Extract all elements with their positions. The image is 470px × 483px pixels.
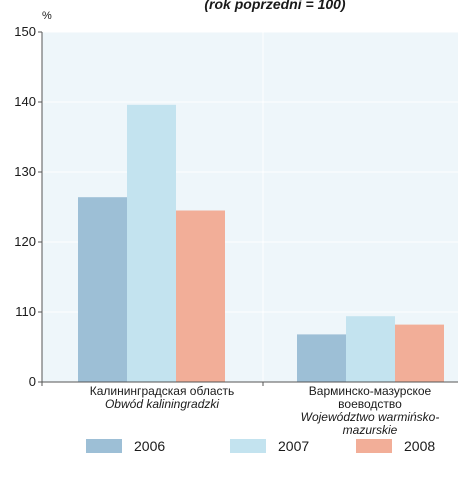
bars	[78, 104, 444, 383]
legend-item-2007: 2007	[230, 437, 309, 455]
legend-swatch	[230, 439, 266, 453]
y-tick-label: 120	[14, 234, 36, 249]
legend-label: 2007	[278, 438, 310, 454]
y-tick-label: 130	[14, 164, 36, 179]
y-tick-label: 110	[15, 304, 36, 319]
legend-label: 2006	[134, 438, 166, 454]
y-unit-label: %	[42, 10, 52, 22]
category-label-warmia: Варминско-мазурское воеводство Województ…	[300, 385, 440, 437]
legend-swatch	[356, 439, 392, 453]
category-label-ru: Варминско-мазурское воеводство	[308, 384, 432, 411]
bar-2007-kaliningrad	[127, 104, 176, 383]
bar-2007-warmia	[346, 316, 395, 382]
category-label-pl: Województwo warmińsko-mazurskie	[300, 410, 440, 437]
legend-label: 2008	[404, 438, 436, 454]
bar-2006-kaliningrad	[78, 197, 127, 382]
axes	[38, 31, 458, 386]
category-label-ru: Калининградская область	[89, 384, 235, 398]
legend-item-2008: 2008	[356, 437, 435, 455]
y-tick-label: 0	[28, 374, 36, 389]
y-tick-label: 150	[14, 24, 36, 39]
bar-2006-warmia	[297, 334, 346, 382]
legend-item-2006: 2006	[86, 437, 165, 455]
bar-2008-warmia	[395, 324, 444, 382]
legend-swatch	[86, 439, 122, 453]
chart-subtitle: (rok poprzedni = 100)	[204, 0, 346, 12]
y-tick-label: 140	[14, 94, 36, 109]
category-label-kaliningrad: Калининградская область Obwód kaliningra…	[62, 385, 262, 411]
category-label-pl: Obwód kaliningradzki	[104, 397, 220, 411]
bar-2008-kaliningrad	[176, 210, 225, 382]
